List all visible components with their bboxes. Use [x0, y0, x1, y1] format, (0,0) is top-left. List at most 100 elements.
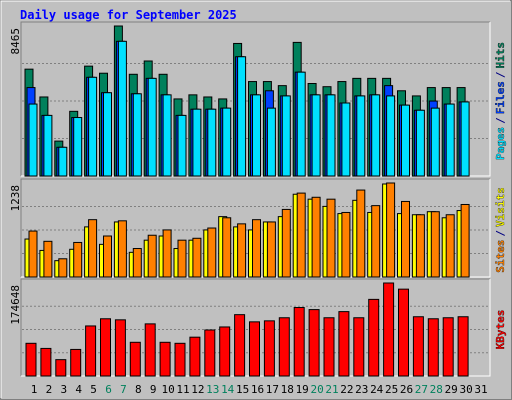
- bar: [398, 288, 409, 377]
- x-tick-label: 1: [31, 383, 38, 396]
- bar: [117, 40, 127, 177]
- x-tick-label: 14: [221, 383, 235, 396]
- bar: [222, 217, 232, 278]
- bar: [445, 103, 455, 177]
- x-tick-label: 28: [430, 383, 443, 396]
- legend: Sites / Visits: [494, 187, 507, 273]
- x-tick-label: 22: [340, 383, 353, 396]
- bar: [296, 71, 306, 177]
- bar: [207, 227, 217, 278]
- bar: [356, 189, 366, 278]
- bar: [28, 103, 38, 177]
- bar: [341, 211, 351, 278]
- bar: [219, 326, 231, 377]
- chart-title: Daily usage for September 2025: [20, 8, 237, 22]
- bar: [114, 319, 126, 377]
- x-tick-label: 13: [206, 383, 219, 396]
- legend: KBytes: [494, 310, 507, 350]
- bar: [129, 341, 141, 377]
- bar: [162, 229, 172, 278]
- x-tick-label: 29: [445, 383, 458, 396]
- bar: [144, 323, 156, 377]
- bar: [234, 314, 246, 377]
- x-tick-label: 6: [105, 383, 112, 396]
- bar: [353, 317, 365, 377]
- bar: [204, 329, 216, 377]
- bar: [25, 342, 37, 377]
- bar: [326, 94, 336, 177]
- legend-entry: Hits: [494, 42, 507, 69]
- bar: [177, 239, 187, 278]
- x-tick-label: 12: [191, 383, 204, 396]
- bar: [58, 258, 68, 278]
- bar: [237, 223, 247, 278]
- x-tick-label: 11: [176, 383, 189, 396]
- bar: [371, 94, 381, 177]
- bar: [189, 336, 201, 377]
- x-tick-label: 3: [60, 383, 67, 396]
- bar: [415, 214, 425, 278]
- x-tick-label: 5: [90, 383, 97, 396]
- bar: [460, 101, 470, 177]
- bar: [73, 117, 83, 177]
- bar: [177, 114, 187, 177]
- bar: [427, 318, 439, 377]
- bar: [162, 94, 172, 177]
- bar: [174, 342, 186, 377]
- y-tick-label: 174648: [9, 285, 22, 325]
- bar: [147, 77, 157, 177]
- legend-separator: /: [494, 117, 507, 124]
- bar: [442, 317, 454, 377]
- bar: [88, 219, 98, 278]
- bar: [132, 248, 142, 278]
- x-tick-label: 20: [310, 383, 323, 396]
- x-tick-label: 19: [296, 383, 309, 396]
- bar: [311, 94, 321, 177]
- bar: [58, 146, 68, 177]
- bar: [326, 198, 336, 278]
- bar: [341, 102, 351, 177]
- x-tick-label: 25: [385, 383, 398, 396]
- x-tick-label: 2: [46, 383, 53, 396]
- bar: [28, 230, 38, 278]
- x-tick-label: 27: [415, 383, 428, 396]
- bar: [430, 211, 440, 278]
- bar: [103, 92, 112, 177]
- bar: [237, 56, 247, 177]
- bar: [43, 114, 53, 177]
- x-tick-label: 21: [325, 383, 338, 396]
- bar: [252, 94, 261, 177]
- bar: [281, 208, 291, 278]
- bar: [296, 192, 306, 278]
- bar: [73, 241, 83, 278]
- bar: [207, 108, 217, 177]
- y-tick-label: 1238: [9, 185, 22, 212]
- bar: [192, 237, 202, 278]
- x-tick-label: 24: [370, 383, 384, 396]
- x-tick-label: 7: [120, 383, 127, 396]
- bar: [266, 107, 276, 177]
- x-tick-label: 4: [75, 383, 82, 396]
- x-tick-label: 23: [355, 383, 368, 396]
- bar: [263, 320, 275, 377]
- bar: [445, 214, 455, 278]
- bar: [311, 196, 321, 278]
- bar: [415, 109, 425, 177]
- bar: [88, 76, 98, 177]
- legend-separator: /: [494, 71, 507, 78]
- bar: [266, 221, 276, 278]
- x-tick-label: 30: [459, 383, 472, 396]
- bar: [368, 298, 380, 377]
- legend-entry: Pages: [494, 127, 507, 160]
- bar: [460, 203, 470, 278]
- bar: [222, 107, 232, 177]
- legend: Pages / Files / Hits: [494, 42, 507, 160]
- bar: [293, 307, 305, 377]
- bar: [252, 219, 261, 278]
- bar: [249, 321, 260, 377]
- bar: [103, 235, 112, 278]
- bar: [401, 200, 410, 278]
- y-tick-label: 8465: [9, 28, 22, 55]
- legend-entry: Sites: [494, 240, 507, 273]
